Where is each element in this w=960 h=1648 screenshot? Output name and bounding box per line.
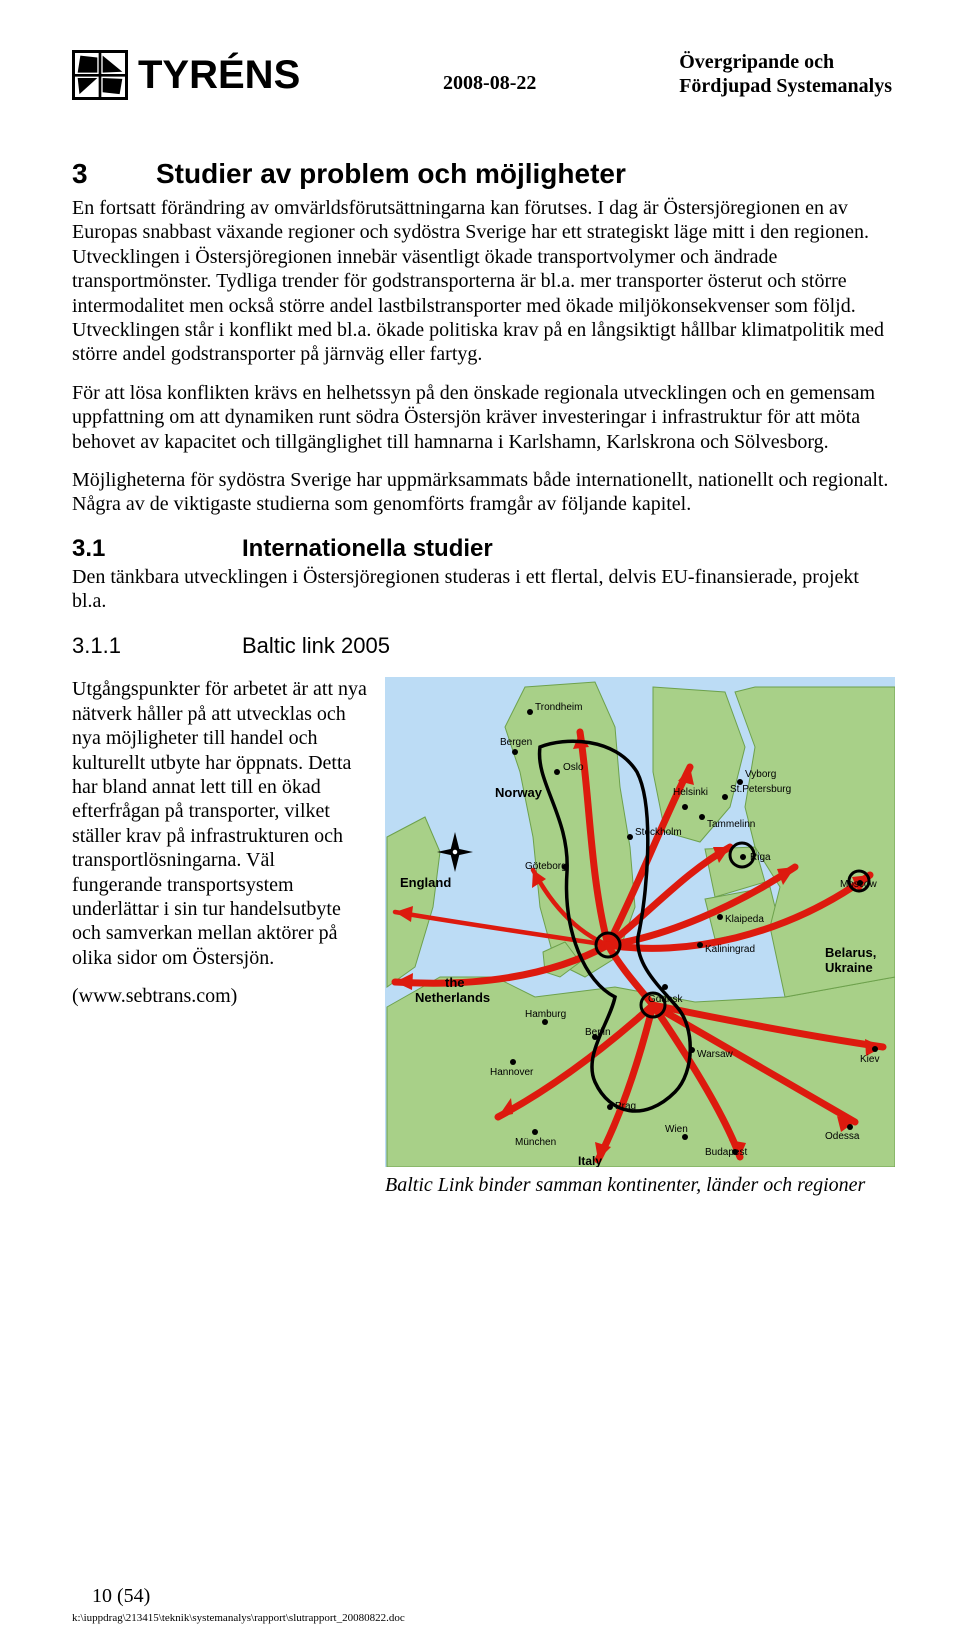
subsection-num: 3.1 [72,535,242,563]
map-city-label: Stockholm [635,827,682,838]
map-city-label: Klaipeda [725,914,764,925]
section-heading: 3 Studier av problem och möjligheter [72,158,892,190]
logo-text: TYRÉNS [138,53,300,98]
header-date: 2008-08-22 [300,72,679,95]
map-city-label: Bergen [500,737,532,748]
source-link: (www.sebtrans.com) [72,984,367,1008]
map-label: England [400,875,451,890]
two-column-block: Utgångspunkter för arbetet är att nya nä… [72,677,892,1197]
map-city-label: Oslo [563,762,584,773]
map-label: Netherlands [415,990,490,1005]
subsubsection-heading: 3.1.1 Baltic link 2005 [72,633,892,659]
right-column: England the Netherlands Norway Belarus, … [385,677,895,1197]
subsection-title: Internationella studier [242,535,493,563]
map-city-label: Kiev [860,1054,879,1065]
map-city-label: Trondheim [535,702,582,713]
map-city-label: Budapest [705,1147,747,1158]
header-title-line2: Fördjupad Systemanalys [679,74,892,98]
map-label: Norway [495,785,543,800]
document-path: k:\iuppdrag\213415\teknik\systemanalys\r… [72,1612,892,1624]
figure-caption: Baltic Link binder samman kontinenter, l… [385,1173,895,1197]
map-city-label: Gdansk [648,994,683,1005]
map-city-label: Hannover [490,1067,534,1078]
subsubsection-num: 3.1.1 [72,633,242,659]
paragraph: Utgångspunkter för arbetet är att nya nä… [72,677,367,970]
logo: TYRÉNS [72,50,300,100]
map-city-label: Helsinki [673,787,708,798]
map-city-label: Prag [615,1101,636,1112]
section-num: 3 [72,158,156,190]
content: 3 Studier av problem och möjligheter En … [72,158,892,1197]
header-date-wrap: 2008-08-22 [300,50,679,95]
header-title-line1: Övergripande och [679,50,892,74]
map-city-label: Hamburg [525,1009,566,1020]
map-city-label: Kaliningrad [705,944,755,955]
paragraph: En fortsatt förändring av omvärldsföruts… [72,196,892,367]
map-city-label: Odessa [825,1131,860,1142]
page-header: TYRÉNS 2008-08-22 Övergripande och Fördj… [72,50,892,100]
map-city-label: Italy [578,1154,602,1167]
map-label: Belarus, [825,945,876,960]
map-label: Ukraine [825,960,873,975]
map-city-label: Riga [750,852,771,863]
map-label: the [445,975,465,990]
logo-icon [72,50,128,100]
map-city-label: Göteborg [525,861,567,872]
paragraph: För att lösa konflikten krävs en helhets… [72,381,892,454]
subsubsection-title: Baltic link 2005 [242,633,390,659]
map-city-label: Wien [665,1124,688,1135]
map-city-label: Warsaw [697,1049,734,1060]
map-city-label: Tammelinn [707,819,755,830]
header-title: Övergripande och Fördjupad Systemanalys [679,50,892,98]
map-city-label: St.Petersburg [730,784,791,795]
subsection-heading: 3.1 Internationella studier [72,535,892,563]
map-city-label: München [515,1137,556,1148]
paragraph: Den tänkbara utvecklingen i Östersjöregi… [72,565,892,614]
map-city-label: Berlin [585,1027,611,1038]
paragraph: Möjligheterna för sydöstra Sverige har u… [72,468,892,517]
left-column: Utgångspunkter för arbetet är att nya nä… [72,677,367,1008]
map-city-label: Moscow [840,879,877,890]
page-number: 10 (54) [92,1585,892,1608]
page-footer: 10 (54) k:\iuppdrag\213415\teknik\system… [72,1585,892,1624]
map-city-label: Vyborg [745,769,776,780]
section-title: Studier av problem och möjligheter [156,158,626,190]
baltic-link-map: England the Netherlands Norway Belarus, … [385,677,895,1167]
